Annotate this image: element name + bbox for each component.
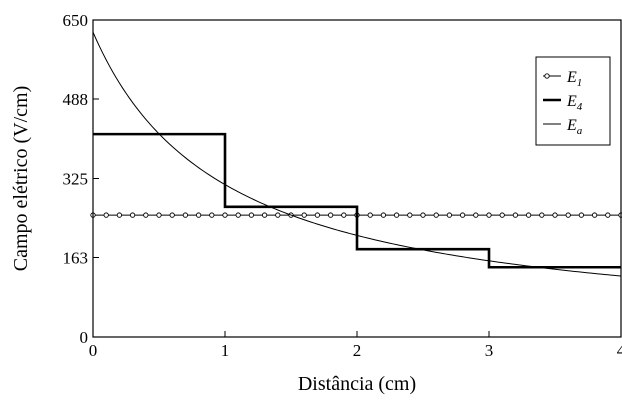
- series-e1-marker: [249, 213, 253, 217]
- y-tick-label: 163: [63, 249, 89, 268]
- series-e1-marker: [368, 213, 372, 217]
- series-e1-marker: [592, 213, 596, 217]
- series-e1-marker: [157, 213, 161, 217]
- x-tick-label: 0: [89, 341, 98, 360]
- y-tick-label: 325: [63, 170, 89, 189]
- series-e1-marker: [434, 213, 438, 217]
- series-e1-marker: [606, 213, 610, 217]
- series-e1-marker: [130, 213, 134, 217]
- legend-entry-e1-subscript: 1: [577, 77, 583, 89]
- series-e1-marker: [540, 213, 544, 217]
- series-e1-marker: [566, 213, 570, 217]
- series-e1-marker: [460, 213, 464, 217]
- series-e1-marker: [196, 213, 200, 217]
- legend-entry-ea-subscript: a: [577, 125, 583, 137]
- series-e1-marker: [526, 213, 530, 217]
- series-e1-marker: [315, 213, 319, 217]
- series-e1-marker: [500, 213, 504, 217]
- series-e1-marker: [579, 213, 583, 217]
- series-e1-marker: [487, 213, 491, 217]
- x-tick-label: 2: [353, 341, 362, 360]
- series-e1-marker: [183, 213, 187, 217]
- x-tick-label: 4: [617, 341, 622, 360]
- series-e1-marker: [104, 213, 108, 217]
- series-e1-marker: [394, 213, 398, 217]
- x-axis-label: Distância (cm): [298, 373, 416, 395]
- series-e1-marker: [210, 213, 214, 217]
- series-e1-marker: [262, 213, 266, 217]
- series-e1-marker: [170, 213, 174, 217]
- series-e4-line: [93, 134, 621, 267]
- y-tick-label: 650: [63, 11, 89, 30]
- series-e1-marker: [302, 213, 306, 217]
- legend-entry-e1-marker: [545, 74, 549, 78]
- y-axis-label: Campo elétrico (V/cm): [10, 86, 32, 272]
- y-tick-label: 0: [80, 328, 89, 347]
- series-e1-marker: [513, 213, 517, 217]
- series-e1-marker: [236, 213, 240, 217]
- series-e1-marker: [328, 213, 332, 217]
- x-tick-label: 3: [485, 341, 494, 360]
- series-e1-marker: [144, 213, 148, 217]
- series-e1-marker: [553, 213, 557, 217]
- series-e1-marker: [342, 213, 346, 217]
- series-e1-marker: [276, 213, 280, 217]
- series-e1-marker: [408, 213, 412, 217]
- x-tick-label: 1: [221, 341, 230, 360]
- series-e1-marker: [381, 213, 385, 217]
- series-e1-marker: [447, 213, 451, 217]
- y-tick-label: 488: [63, 90, 89, 109]
- series-e1-marker: [223, 213, 227, 217]
- series-e1-marker: [474, 213, 478, 217]
- legend-entry-e4-subscript: 4: [577, 101, 583, 113]
- series-e1-marker: [117, 213, 121, 217]
- series-e1-marker: [421, 213, 425, 217]
